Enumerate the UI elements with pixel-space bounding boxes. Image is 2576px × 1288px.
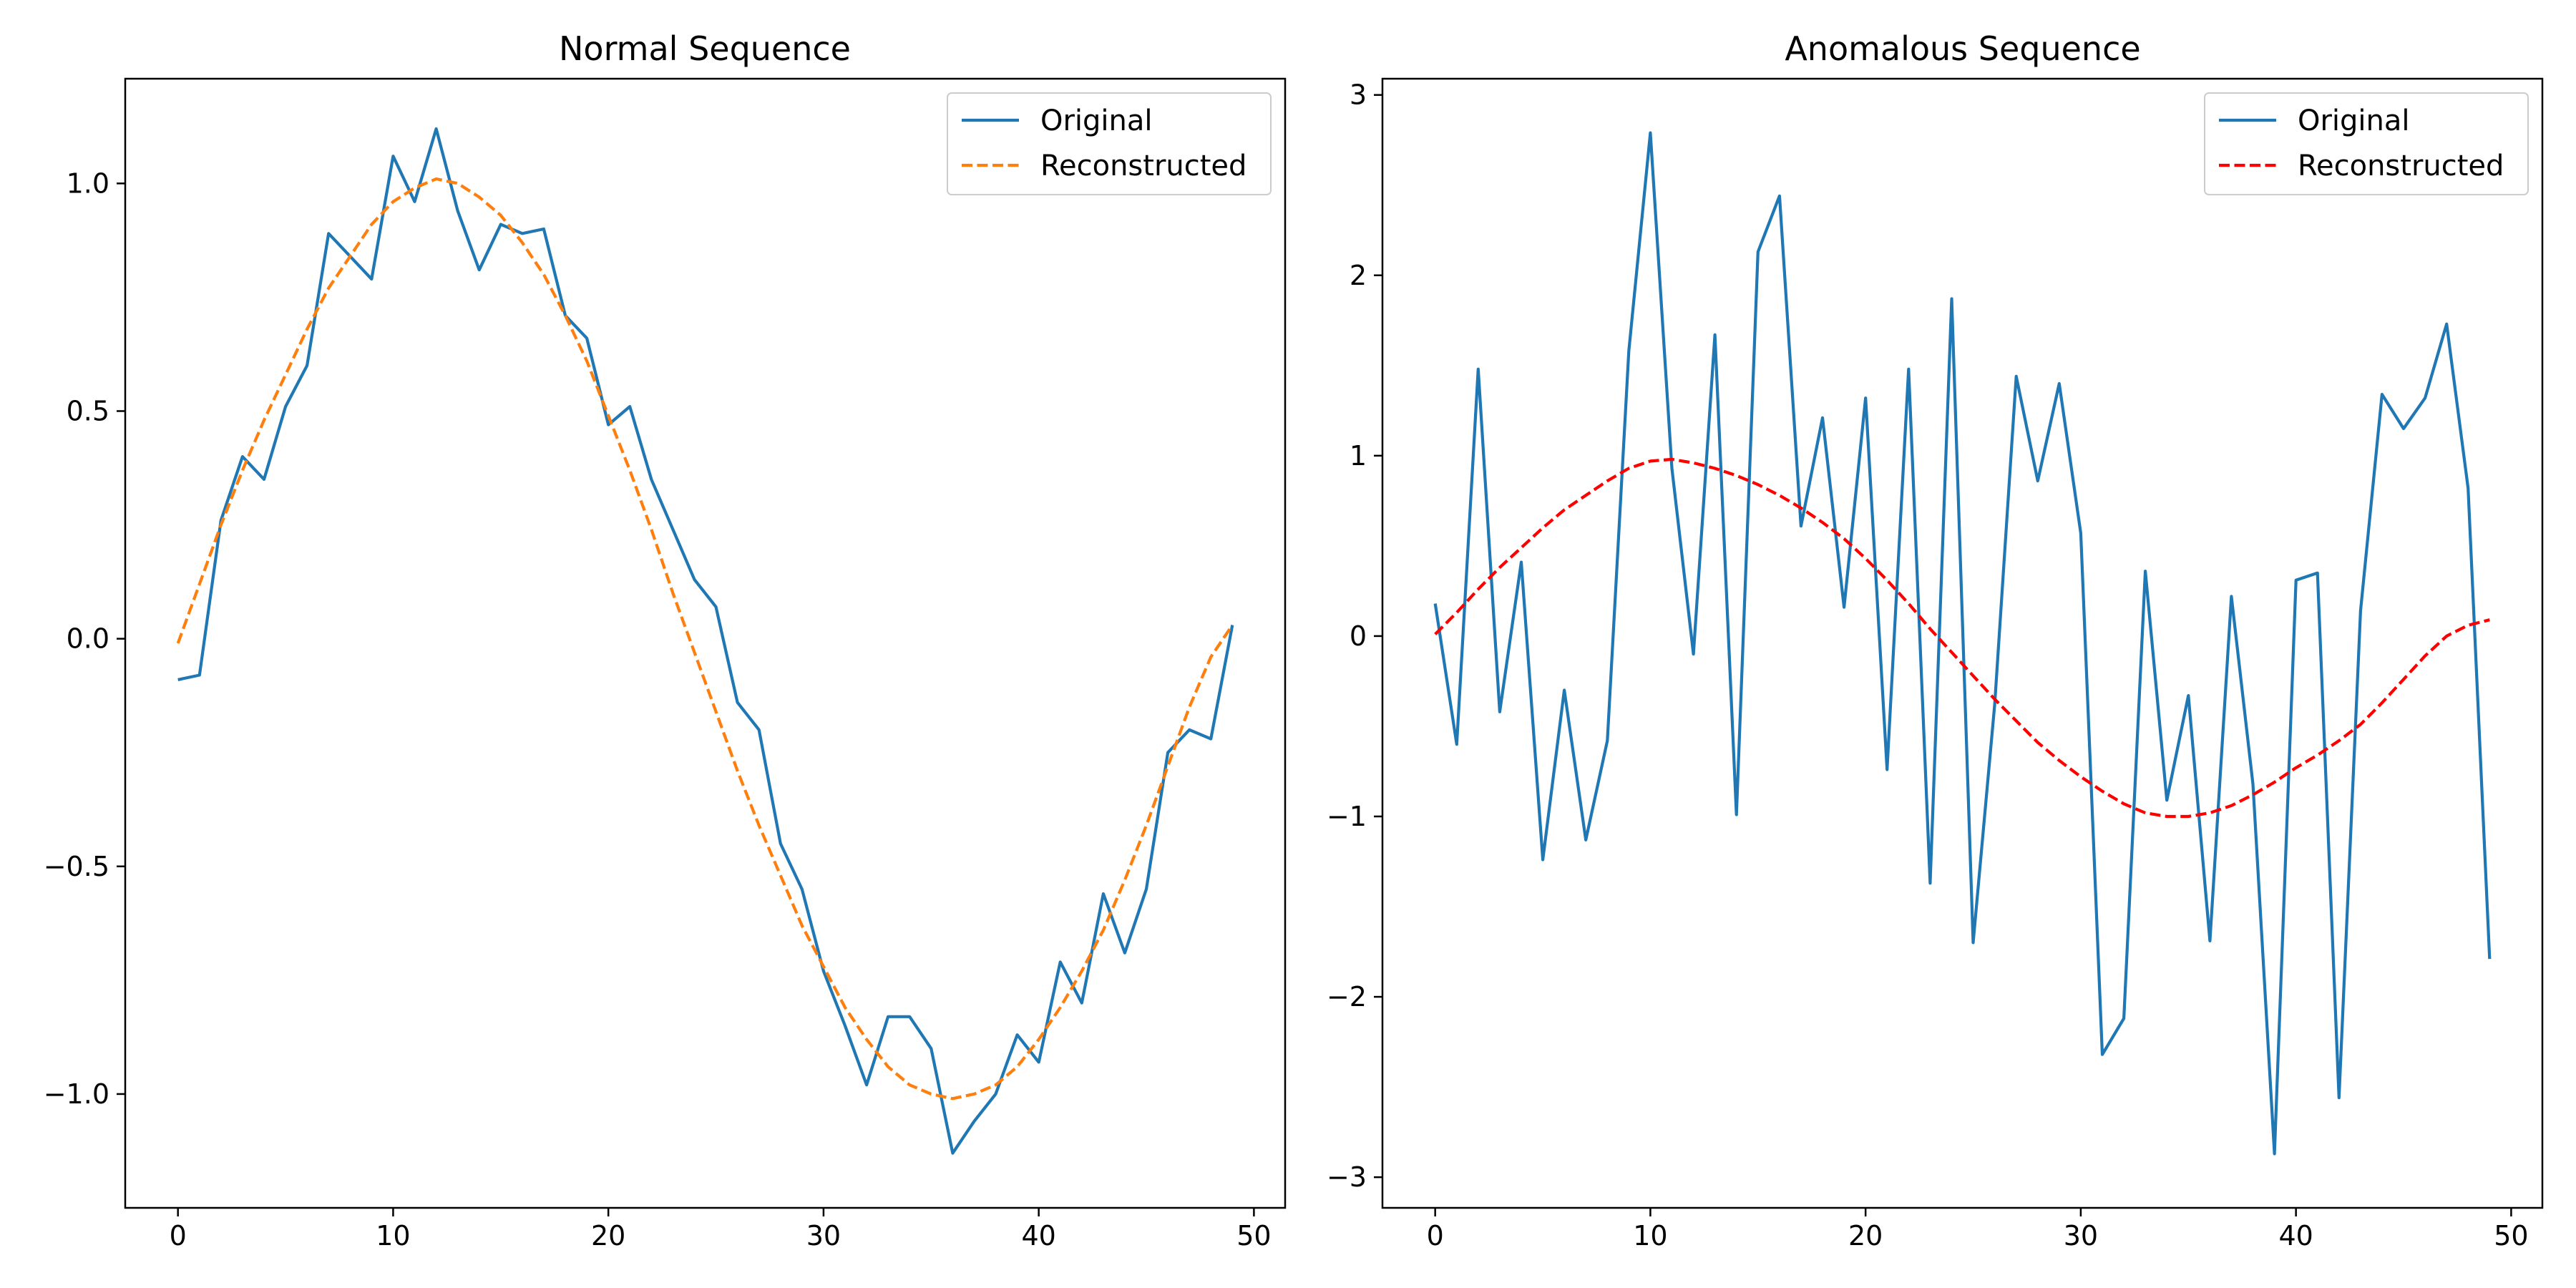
- x-tick-label: 0: [1427, 1220, 1444, 1252]
- y-tick-label: −2: [1327, 981, 1367, 1013]
- series-line-reconstructed: [1434, 457, 2490, 819]
- legend-box: [947, 92, 1272, 195]
- legend: Original Reconstructed: [2204, 92, 2529, 195]
- series-line-original: [1433, 131, 2492, 1156]
- x-tick-label: 30: [806, 1220, 841, 1252]
- y-tick-label: −3: [1327, 1161, 1367, 1193]
- axes-frame: [1381, 77, 2544, 1209]
- x-tick-label: 40: [2278, 1220, 2313, 1252]
- x-tick-label: 10: [1633, 1220, 1667, 1252]
- x-tick-label: 30: [2064, 1220, 2098, 1252]
- plot-area: [1433, 131, 2492, 1156]
- x-tick-label: 0: [170, 1220, 187, 1252]
- axis-ticks: 0 10 20 30 40 50 −1.0 −0.5 0.0 0.5 1.0: [44, 167, 1272, 1252]
- x-tick-label: 10: [376, 1220, 410, 1252]
- y-tick-label: 0: [1350, 620, 1367, 652]
- legend: Original Reconstructed: [947, 92, 1272, 195]
- y-tick-label: −1.0: [44, 1078, 109, 1110]
- y-tick-label: 2: [1350, 260, 1367, 291]
- legend-label: Reconstructed: [2298, 150, 2504, 182]
- y-tick-label: 1.0: [67, 167, 109, 199]
- plot-area: [176, 127, 1234, 1155]
- x-tick-label: 50: [2494, 1220, 2528, 1252]
- axes-frame: [124, 77, 1287, 1209]
- series-line-reconstructed: [176, 177, 1234, 1101]
- legend-label: Reconstructed: [1040, 150, 1246, 182]
- y-tick-label: 3: [1350, 79, 1367, 111]
- x-tick-label: 20: [1848, 1220, 1883, 1252]
- legend-label: Original: [2298, 104, 2410, 137]
- y-tick-label: −0.5: [44, 851, 109, 882]
- legend-label: Original: [1040, 104, 1153, 137]
- y-tick-label: −1: [1327, 801, 1367, 832]
- y-tick-label: 1: [1350, 440, 1367, 472]
- panel-title: Anomalous Sequence: [1785, 29, 2140, 68]
- anomalous-sequence-panel: Anomalous Sequence 0 10 20 30 40 50 −3 −2 −1 0 1 2 3…: [1327, 29, 2544, 1252]
- x-tick-label: 50: [1236, 1220, 1271, 1252]
- panel-title: Normal Sequence: [559, 29, 851, 68]
- series-line-original: [177, 127, 1234, 1155]
- y-tick-label: 0.0: [67, 623, 109, 655]
- x-tick-label: 40: [1021, 1220, 1055, 1252]
- normal-sequence-panel: Normal Sequence 0 10 20 30 40 50 −1.0 −0.5 0.0 0.…: [44, 29, 1287, 1252]
- legend-box: [2204, 92, 2529, 195]
- x-tick-label: 20: [591, 1220, 625, 1252]
- axis-ticks: 0 10 20 30 40 50 −3 −2 −1 0 1 2 3: [1327, 79, 2529, 1252]
- y-tick-label: 0.5: [67, 395, 109, 426]
